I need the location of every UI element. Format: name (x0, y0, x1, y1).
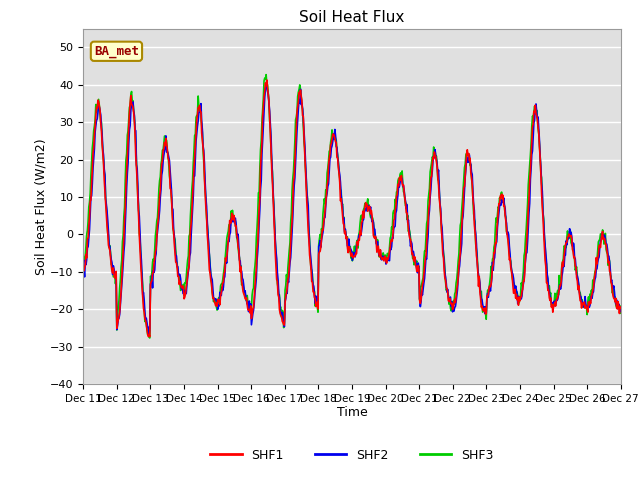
SHF1 (146, 334, 154, 339)
SHF2 (290, 197, 298, 203)
SHF1 (143, 321, 150, 327)
X-axis label: Time: Time (337, 407, 367, 420)
Line: SHF1: SHF1 (83, 80, 621, 336)
SHF3 (143, 321, 150, 327)
SHF3 (269, 193, 277, 199)
SHF3 (262, 72, 270, 77)
Legend: SHF1, SHF2, SHF3: SHF1, SHF2, SHF3 (205, 444, 499, 467)
SHF2 (617, 309, 625, 314)
SHF1 (617, 305, 625, 311)
SHF1 (242, 297, 250, 302)
SHF2 (269, 187, 277, 192)
SHF2 (262, 83, 270, 88)
Title: Soil Heat Flux: Soil Heat Flux (300, 10, 404, 25)
SHF3 (242, 295, 250, 300)
SHF2 (242, 293, 250, 299)
SHF1 (79, 264, 87, 270)
SHF3 (409, 255, 417, 261)
SHF1 (269, 195, 277, 201)
SHF3 (439, 241, 447, 247)
Line: SHF2: SHF2 (83, 85, 621, 336)
SHF2 (439, 238, 447, 244)
Text: BA_met: BA_met (94, 45, 139, 58)
SHF2 (409, 252, 417, 258)
SHF1 (409, 251, 417, 256)
SHF1 (290, 180, 298, 185)
SHF1 (439, 251, 447, 257)
Line: SHF3: SHF3 (83, 74, 621, 338)
Y-axis label: Soil Heat Flux (W/m2): Soil Heat Flux (W/m2) (34, 138, 47, 275)
SHF3 (79, 257, 87, 263)
SHF3 (146, 335, 154, 341)
SHF1 (263, 77, 271, 83)
SHF3 (617, 303, 625, 309)
SHF2 (143, 315, 150, 321)
SHF3 (290, 168, 298, 174)
SHF2 (145, 333, 153, 338)
SHF2 (79, 268, 87, 274)
